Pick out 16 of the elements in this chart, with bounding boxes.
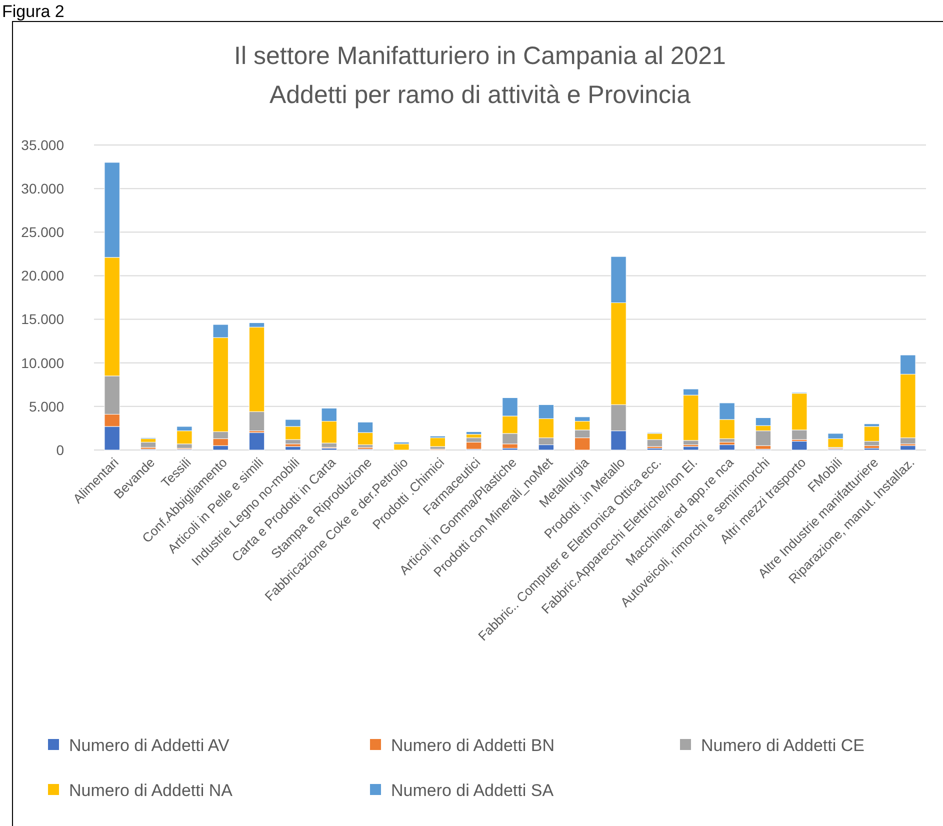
legend-label: Numero di Addetti AV <box>69 736 230 755</box>
y-tick-label: 15.000 <box>21 311 64 328</box>
y-tick-label: 30.000 <box>21 180 64 196</box>
y-tick-label: 0 <box>56 442 64 458</box>
legend-label: Numero di Addetti SA <box>391 780 554 800</box>
chart-title: Il settore Manifatturiero in Campania al 2021 <box>234 42 726 70</box>
legend-label: Numero di Addetti CE <box>701 736 864 755</box>
y-tick-label: 5.000 <box>28 398 64 414</box>
y-tick-label: 10.000 <box>21 354 64 371</box>
chart-subtitle: Addetti per ramo di attività e Provincia <box>269 81 691 109</box>
y-tick-label: 25.000 <box>21 224 64 240</box>
y-tick-label: 20.000 <box>21 268 64 284</box>
text: Figura 2 <box>2 2 64 21</box>
legend-label: Numero di Addetti BN <box>391 736 554 755</box>
legend-label: Numero di Addetti NA <box>69 780 234 800</box>
y-tick-label: 35.000 <box>21 136 64 153</box>
